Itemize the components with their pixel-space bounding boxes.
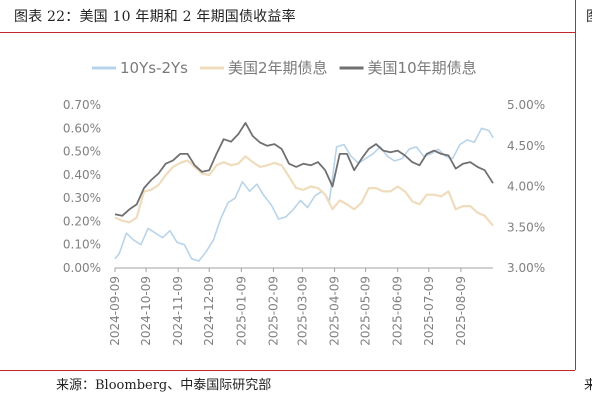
y-left-tick-label: 0.00% (63, 261, 101, 275)
y-left-tick-label: 0.60% (63, 121, 101, 135)
chart-title: 图表 22：美国 10 年期和 2 年期国债收益率 (14, 9, 296, 25)
y-left-tick-label: 0.70% (63, 98, 101, 112)
source-note: 来源：Bloomberg、中泰国际研究部 (56, 378, 272, 393)
x-tick-label: 2025-07-09 (422, 276, 436, 346)
y-left-tick-label: 0.50% (63, 145, 101, 159)
legend-label-0: 10Ys-2Ys (120, 59, 188, 77)
x-tick-label: 2024-10-09 (139, 276, 153, 346)
legend-label-2: 美国10年期债息 (368, 59, 477, 77)
legend-label-1: 美国2年期债息 (228, 59, 328, 77)
series-line-1 (114, 155, 494, 227)
x-tick-label: 2024-12-09 (202, 276, 216, 346)
y-right-tick-label: 4.50% (507, 139, 545, 153)
panel-divider (575, 0, 576, 370)
x-tick-label: 2025-02-09 (266, 276, 280, 346)
footer-rule (0, 370, 575, 371)
x-tick-label: 2025-03-09 (295, 276, 309, 346)
x-tick-label: 2025-05-09 (359, 276, 373, 346)
x-tick-label: 2025-01-09 (234, 276, 248, 346)
legend: 10Ys-2Ys 美国2年期债息 美国10年期债息 (92, 59, 477, 77)
y-right-tick-label: 3.50% (507, 220, 545, 234)
y-left-tick-label: 0.40% (63, 168, 101, 182)
y-left-tick-label: 0.10% (63, 238, 101, 252)
y-right-tick-label: 3.00% (507, 261, 545, 275)
adjacent-panel-edge-footer: 来 (584, 378, 592, 393)
x-tick-label: 2025-08-09 (454, 276, 468, 346)
adjacent-panel-edge: 图 (586, 6, 592, 26)
plot-area (114, 122, 494, 262)
series-line-0 (114, 127, 494, 262)
x-tick-label: 2025-04-09 (328, 276, 342, 346)
x-tick-label: 2024-09-09 (108, 276, 122, 346)
y-left-tick-label: 0.20% (63, 214, 101, 228)
x-tick-label: 2024-11-09 (171, 276, 185, 346)
axes: 0.00% 0.10% 0.20% 0.30% 0.40% 0.50% 0.60% 0.70%… (63, 98, 545, 346)
title-rule (0, 32, 575, 33)
series-line-2 (114, 122, 494, 217)
x-tick-label: 2025-06-09 (391, 276, 405, 346)
y-right-tick-label: 5.00% (507, 98, 545, 112)
y-left-tick-label: 0.30% (63, 191, 101, 205)
y-right-tick-label: 4.00% (507, 180, 545, 194)
